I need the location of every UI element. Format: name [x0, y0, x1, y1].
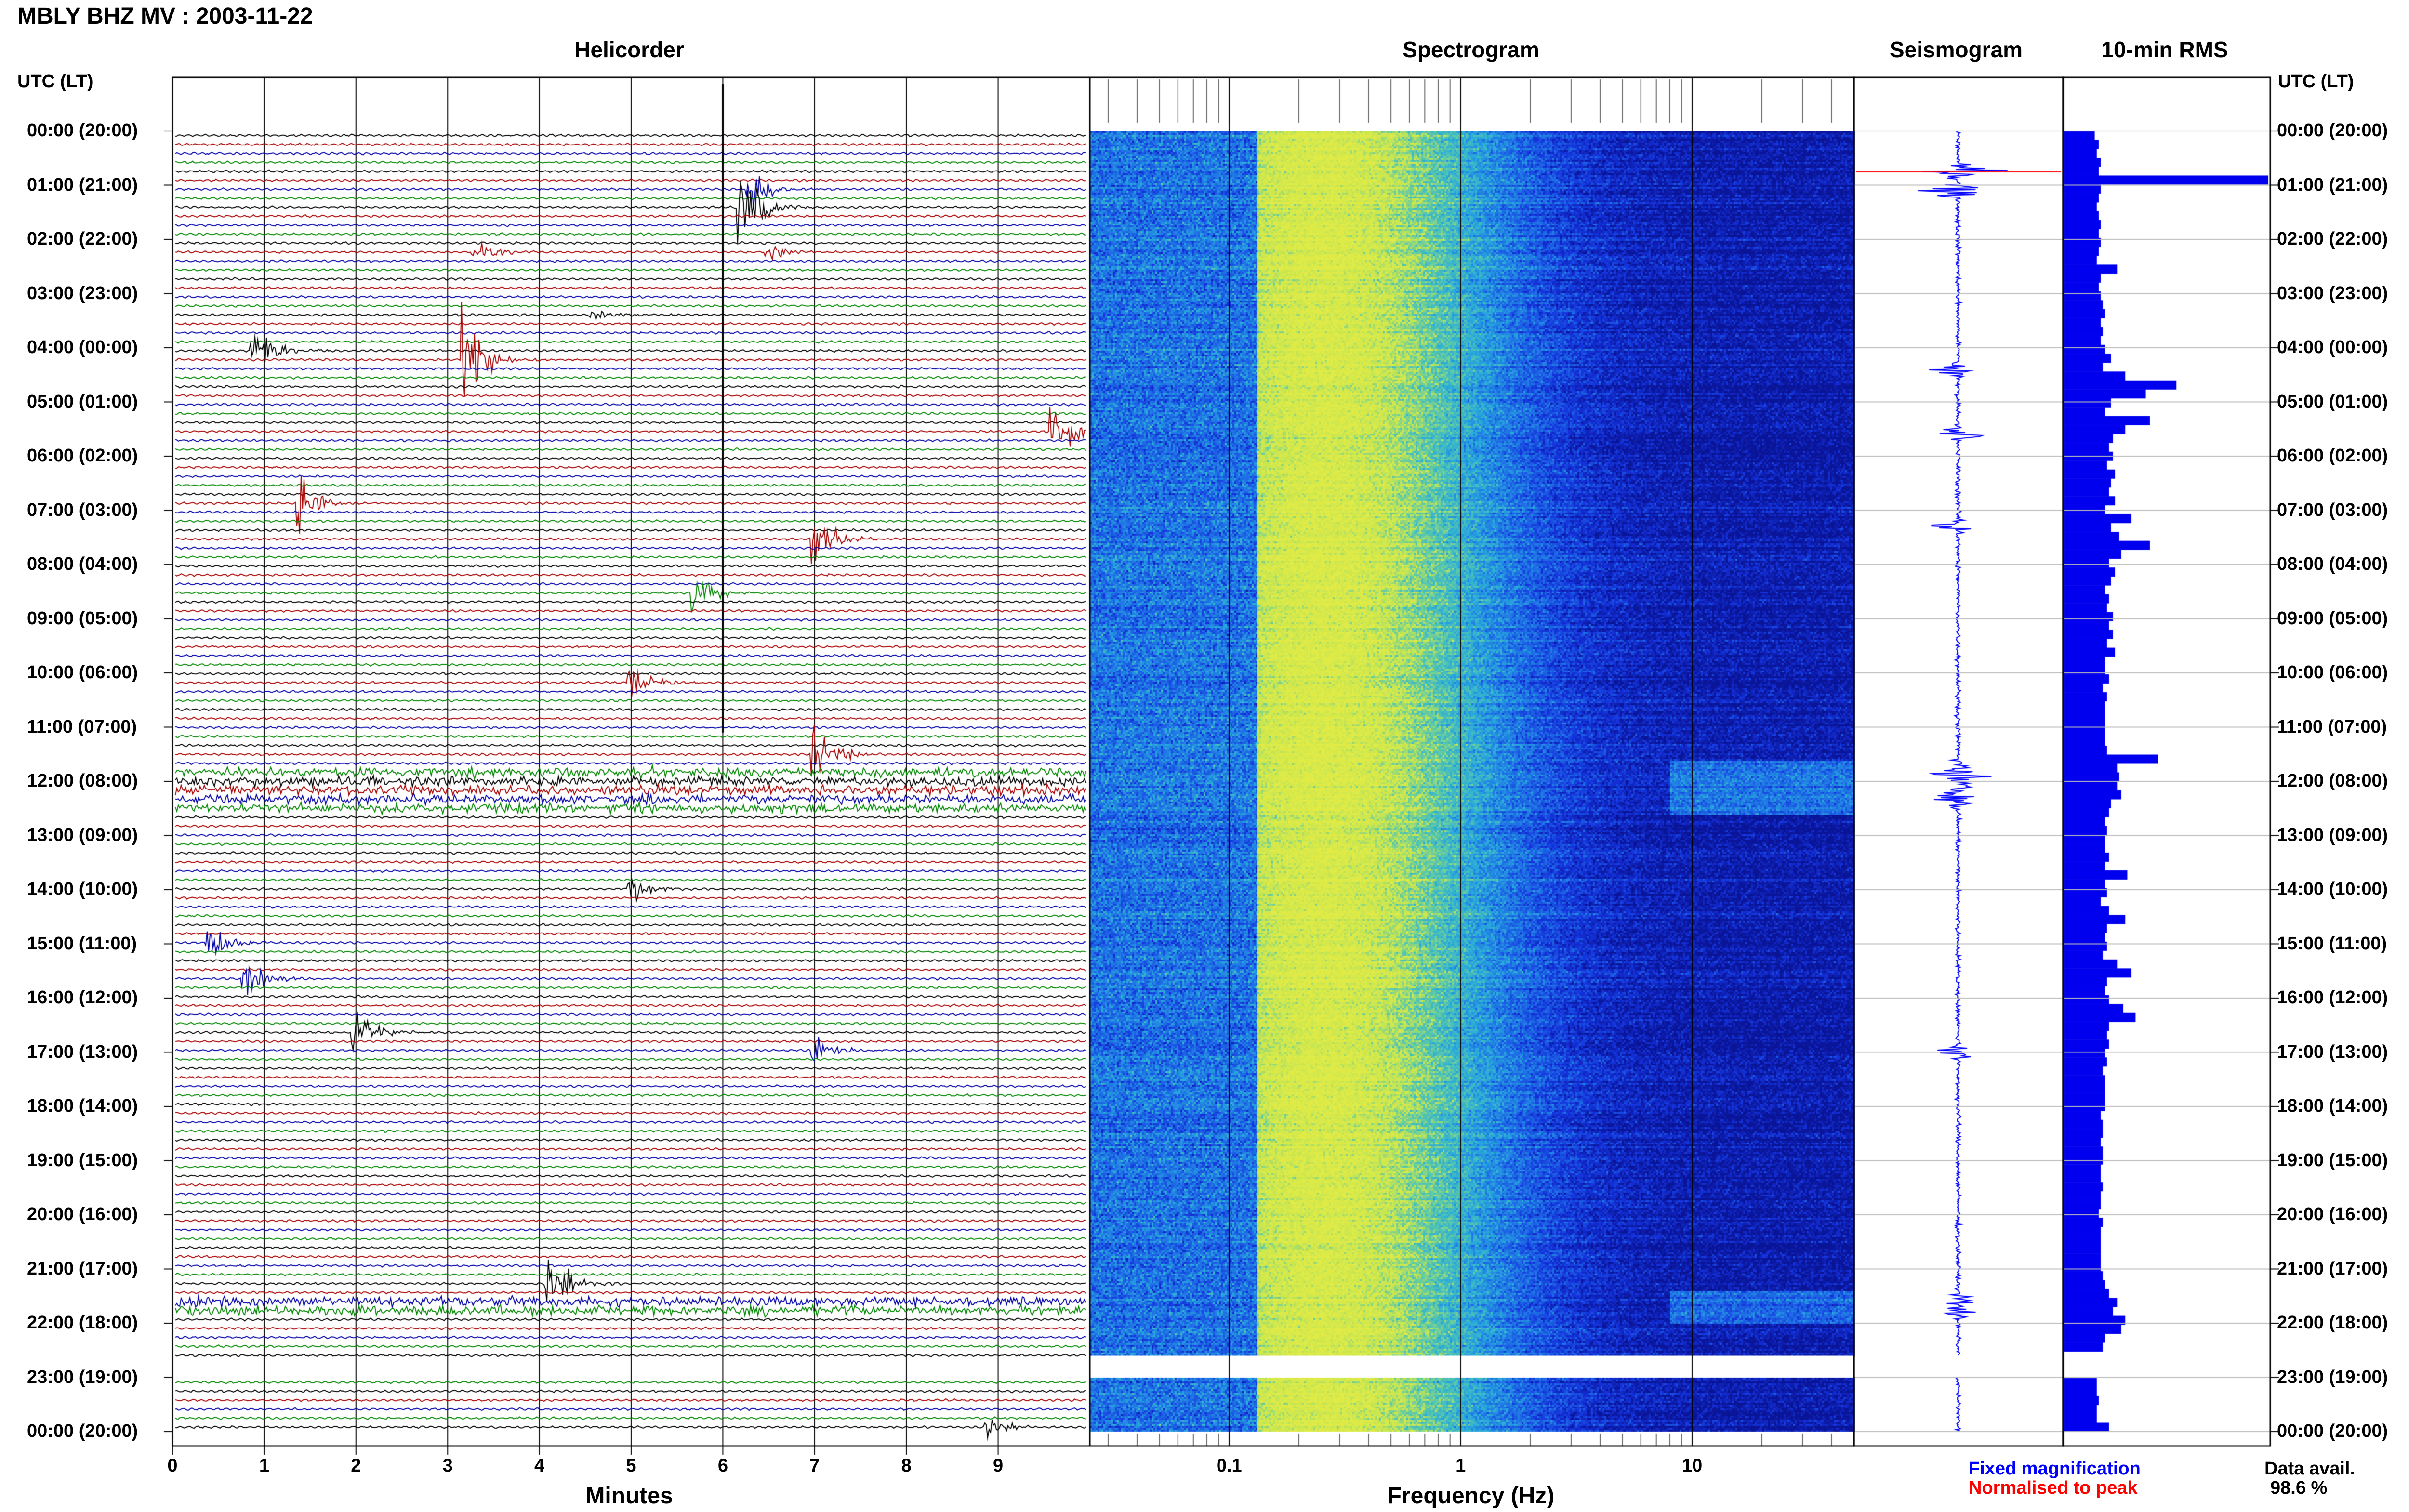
minute-tick-label: 5 — [626, 1456, 636, 1476]
hour-label-left: 05:00 (01:00) — [27, 391, 138, 412]
hour-label-left: 08:00 (04:00) — [27, 554, 138, 574]
hour-label-left: 20:00 (16:00) — [27, 1204, 138, 1224]
minute-tick-label: 7 — [809, 1456, 820, 1476]
hour-label-left: 09:00 (05:00) — [27, 608, 138, 629]
minute-tick-label: 4 — [534, 1456, 545, 1476]
data-availability-label: Data avail. — [2264, 1459, 2355, 1479]
legend-normalised-to-peak: Normalised to peak — [1969, 1478, 2138, 1498]
hour-label-right: 23:00 (19:00) — [2277, 1367, 2388, 1387]
hour-label-right: 03:00 (23:00) — [2277, 283, 2388, 303]
minute-tick-label: 1 — [259, 1456, 269, 1476]
minute-tick-label: 3 — [442, 1456, 453, 1476]
utc-left-label: UTC (LT) — [17, 71, 93, 92]
hour-label-left: 00:00 (20:00) — [27, 1421, 138, 1441]
hour-label-right: 13:00 (09:00) — [2277, 825, 2388, 845]
minute-tick-label: 6 — [717, 1456, 728, 1476]
legend-fixed-magnification: Fixed magnification — [1969, 1459, 2141, 1479]
hour-label-right: 14:00 (10:00) — [2277, 879, 2388, 899]
hour-label-right: 02:00 (22:00) — [2277, 229, 2388, 249]
frequency-axis-label: Frequency (Hz) — [1387, 1483, 1555, 1509]
hour-label-left: 07:00 (03:00) — [27, 500, 138, 520]
hour-label-left: 19:00 (15:00) — [27, 1150, 138, 1170]
hour-label-right: 17:00 (13:00) — [2277, 1041, 2388, 1062]
hour-label-left: 03:00 (23:00) — [27, 283, 138, 303]
hour-label-right: 09:00 (05:00) — [2277, 608, 2388, 629]
helicorder-title: Helicorder — [574, 37, 684, 62]
hour-label-left: 21:00 (17:00) — [27, 1258, 138, 1279]
minutes-axis-label: Minutes — [585, 1483, 673, 1509]
hour-label-right: 06:00 (02:00) — [2277, 446, 2388, 466]
hour-label-right: 18:00 (14:00) — [2277, 1096, 2388, 1116]
hour-label-left: 23:00 (19:00) — [27, 1367, 138, 1387]
hour-label-right: 19:00 (15:00) — [2277, 1150, 2388, 1170]
hour-label-right: 08:00 (04:00) — [2277, 554, 2388, 574]
hour-label-right: 10:00 (06:00) — [2277, 662, 2388, 683]
hour-label-left: 16:00 (12:00) — [27, 987, 138, 1008]
hour-label-left: 18:00 (14:00) — [27, 1096, 138, 1116]
hour-label-left: 15:00 (11:00) — [27, 933, 137, 954]
frequency-tick-label: 1 — [1456, 1456, 1466, 1476]
hour-label-right: 20:00 (16:00) — [2277, 1204, 2388, 1224]
hour-label-right: 01:00 (21:00) — [2277, 174, 2388, 195]
hour-label-right: 00:00 (20:00) — [2277, 1421, 2388, 1441]
seismogram-title: Seismogram — [1889, 37, 2023, 62]
minute-tick-label: 8 — [901, 1456, 912, 1476]
spectrogram-title: Spectrogram — [1403, 37, 1539, 62]
hour-label-left: 17:00 (13:00) — [27, 1041, 138, 1062]
rms-title: 10-min RMS — [2101, 37, 2228, 62]
hour-label-right: 04:00 (00:00) — [2277, 337, 2388, 357]
page-title: MBLY BHZ MV : 2003-11-22 — [17, 3, 313, 29]
hour-label-right: 11:00 (07:00) — [2277, 716, 2387, 737]
hour-label-left: 00:00 (20:00) — [27, 120, 138, 141]
frequency-tick-label: 0.1 — [1216, 1456, 1242, 1476]
hour-label-right: 22:00 (18:00) — [2277, 1313, 2388, 1333]
hour-label-left: 01:00 (21:00) — [27, 174, 138, 195]
hour-label-left: 22:00 (18:00) — [27, 1313, 138, 1333]
minute-tick-label: 2 — [351, 1456, 361, 1476]
minute-tick-label: 9 — [993, 1456, 1004, 1476]
hour-label-right: 16:00 (12:00) — [2277, 987, 2388, 1008]
utc-right-label: UTC (LT) — [2278, 71, 2354, 92]
data-availability-value: 98.6 % — [2270, 1478, 2328, 1498]
hour-label-left: 13:00 (09:00) — [27, 825, 138, 845]
hour-label-left: 11:00 (07:00) — [27, 716, 137, 737]
hour-label-left: 02:00 (22:00) — [27, 229, 138, 249]
hour-label-right: 00:00 (20:00) — [2277, 120, 2388, 141]
hour-label-left: 10:00 (06:00) — [27, 662, 138, 683]
hour-label-left: 12:00 (08:00) — [27, 771, 138, 791]
hour-label-right: 05:00 (01:00) — [2277, 391, 2388, 412]
hour-label-right: 15:00 (11:00) — [2277, 933, 2387, 954]
hour-label-left: 04:00 (00:00) — [27, 337, 138, 357]
hour-label-left: 06:00 (02:00) — [27, 446, 138, 466]
frequency-tick-label: 10 — [1682, 1456, 1703, 1476]
hour-label-left: 14:00 (10:00) — [27, 879, 138, 899]
hour-label-right: 07:00 (03:00) — [2277, 500, 2388, 520]
minute-tick-label: 0 — [167, 1456, 178, 1476]
hour-label-right: 21:00 (17:00) — [2277, 1258, 2388, 1279]
hour-label-right: 12:00 (08:00) — [2277, 771, 2388, 791]
